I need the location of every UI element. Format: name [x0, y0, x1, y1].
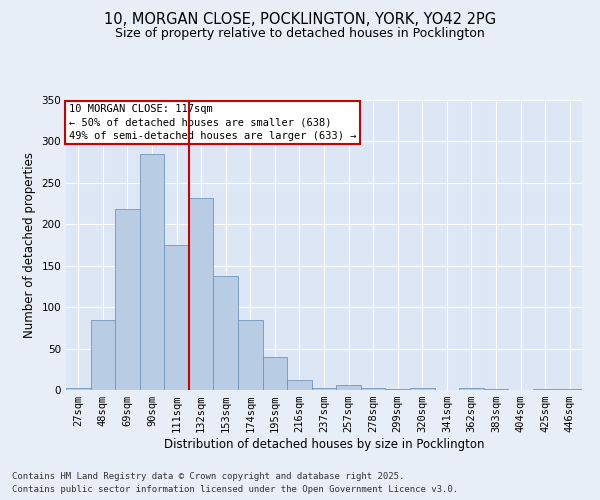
Bar [164, 245, 189, 390]
X-axis label: Distribution of detached houses by size in Pocklington: Distribution of detached houses by size … [164, 438, 484, 451]
Bar [263, 357, 287, 390]
Bar [312, 388, 336, 390]
Bar [336, 385, 361, 390]
Text: 10, MORGAN CLOSE, POCKLINGTON, YORK, YO42 2PG: 10, MORGAN CLOSE, POCKLINGTON, YORK, YO4… [104, 12, 496, 28]
Text: Contains HM Land Registry data © Crown copyright and database right 2025.: Contains HM Land Registry data © Crown c… [12, 472, 404, 481]
Bar [459, 388, 484, 390]
Bar [91, 320, 115, 390]
Text: 10 MORGAN CLOSE: 117sqm
← 50% of detached houses are smaller (638)
49% of semi-d: 10 MORGAN CLOSE: 117sqm ← 50% of detache… [68, 104, 356, 141]
Bar [238, 320, 263, 390]
Bar [115, 210, 140, 390]
Bar [66, 388, 91, 390]
Bar [484, 389, 508, 390]
Bar [189, 198, 214, 390]
Bar [361, 388, 385, 390]
Bar [140, 154, 164, 390]
Bar [385, 389, 410, 390]
Bar [214, 276, 238, 390]
Bar [287, 380, 312, 390]
Bar [410, 388, 434, 390]
Bar [533, 389, 557, 390]
Text: Contains public sector information licensed under the Open Government Licence v3: Contains public sector information licen… [12, 485, 458, 494]
Bar [557, 389, 582, 390]
Y-axis label: Number of detached properties: Number of detached properties [23, 152, 36, 338]
Text: Size of property relative to detached houses in Pocklington: Size of property relative to detached ho… [115, 28, 485, 40]
